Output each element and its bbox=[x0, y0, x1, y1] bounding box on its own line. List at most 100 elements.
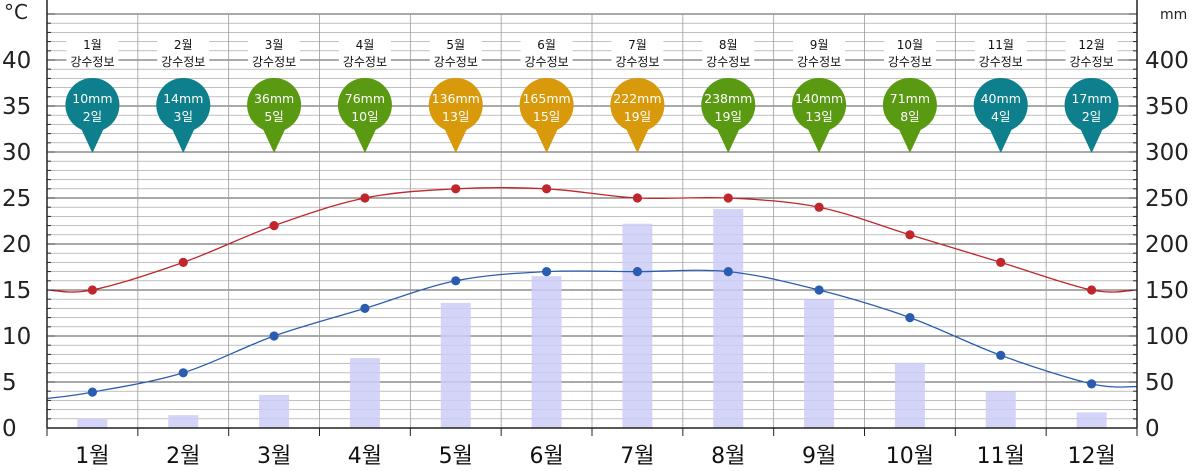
badge-month-label: 3월 bbox=[265, 38, 284, 52]
badge-title-label: 강수정보 bbox=[434, 55, 478, 69]
month-label: 2월 bbox=[166, 444, 200, 469]
max-temp-point bbox=[814, 202, 824, 212]
badge-circle bbox=[792, 78, 847, 132]
badge-days: 5일 bbox=[264, 109, 283, 124]
badge-month-label: 10월 bbox=[897, 38, 923, 52]
left-tick-label: 40 bbox=[2, 48, 31, 74]
badge-title-label: 강수정보 bbox=[252, 55, 296, 69]
month-label: 4월 bbox=[348, 444, 382, 469]
max-temp-point bbox=[996, 257, 1006, 267]
precip-bar bbox=[713, 209, 744, 428]
month-label: 11월 bbox=[977, 444, 1025, 469]
left-tick-label: 35 bbox=[2, 94, 31, 120]
left-tick-label: 5 bbox=[2, 370, 17, 396]
badge-amount: 40mm bbox=[981, 91, 1021, 106]
right-tick-label: 100 bbox=[1145, 324, 1189, 350]
left-tick-label: 15 bbox=[2, 278, 31, 304]
badge-month-label: 6월 bbox=[537, 38, 556, 52]
badge-amount: 71mm bbox=[890, 91, 930, 106]
left-axis-unit: °C bbox=[4, 0, 28, 24]
badge-header-bg bbox=[793, 36, 846, 68]
badge-pointer bbox=[624, 125, 651, 153]
min-temp-point bbox=[451, 276, 461, 286]
badge-title-label: 강수정보 bbox=[979, 55, 1023, 69]
badge-days: 13일 bbox=[805, 109, 832, 124]
precip-bar bbox=[77, 418, 108, 428]
badge-circle bbox=[882, 78, 937, 132]
badge-title-label: 강수정보 bbox=[524, 55, 568, 69]
badge-circle bbox=[519, 78, 574, 132]
badge-circle bbox=[337, 78, 392, 132]
badge-month-label: 12월 bbox=[1078, 38, 1104, 52]
badge-amount: 136mm bbox=[432, 91, 480, 106]
precip-bar bbox=[894, 362, 925, 428]
badge-circle bbox=[610, 78, 665, 132]
badge-pointer bbox=[442, 125, 469, 153]
axes bbox=[46, 0, 1138, 436]
right-tick-label: 150 bbox=[1145, 278, 1189, 304]
precip-bar bbox=[531, 276, 562, 428]
min-temp-point bbox=[1086, 379, 1097, 389]
min-temp-point bbox=[87, 387, 98, 397]
badge-title-label: 강수정보 bbox=[797, 55, 841, 69]
badge-days: 15일 bbox=[533, 109, 560, 124]
max-temp-point bbox=[87, 285, 98, 295]
min-temp-point bbox=[632, 267, 643, 277]
left-tick-label: 10 bbox=[2, 324, 31, 350]
badge-pointer bbox=[170, 125, 197, 153]
min-temp-point bbox=[541, 267, 552, 277]
right-tick-label: 300 bbox=[1145, 140, 1189, 166]
precip-bar bbox=[985, 391, 1016, 428]
badge-circle bbox=[156, 78, 211, 132]
min-temp-point bbox=[269, 331, 279, 341]
badge-days: 2일 bbox=[1082, 109, 1101, 124]
max-temp-point bbox=[269, 221, 279, 231]
month-label: 7월 bbox=[620, 444, 654, 469]
month-label: 8월 bbox=[711, 444, 745, 469]
badge-title-label: 강수정보 bbox=[706, 55, 750, 69]
badge-circle bbox=[247, 78, 302, 132]
month-label: 6월 bbox=[529, 444, 563, 469]
min-temp-line bbox=[46, 269, 1138, 400]
badge-amount: 165mm bbox=[522, 91, 570, 106]
badge-month-label: 4월 bbox=[356, 38, 375, 52]
right-tick-label: 400 bbox=[1145, 48, 1189, 74]
badge-pointer bbox=[715, 125, 742, 153]
right-tick-label: 50 bbox=[1145, 370, 1174, 396]
month-label: 5월 bbox=[439, 444, 473, 469]
badge-days: 8일 bbox=[900, 109, 919, 124]
max-temp-line bbox=[46, 187, 1138, 293]
precip-bar bbox=[440, 302, 471, 428]
badge-month-label: 11월 bbox=[988, 38, 1014, 52]
badge-amount: 17mm bbox=[1071, 91, 1111, 106]
max-temp-point bbox=[451, 184, 461, 194]
badge-circle bbox=[701, 78, 756, 132]
badge-pointer bbox=[1078, 125, 1105, 153]
left-tick-label: 20 bbox=[2, 232, 31, 258]
badge-month-label: 9월 bbox=[810, 38, 829, 52]
badge-title-label: 강수정보 bbox=[343, 55, 387, 69]
left-tick-label: 0 bbox=[2, 416, 17, 442]
min-temp-point bbox=[814, 285, 824, 295]
badge-title-label: 강수정보 bbox=[888, 55, 932, 69]
badge-month-label: 7월 bbox=[628, 38, 647, 52]
badge-title-label: 강수정보 bbox=[615, 55, 659, 69]
month-label: 10월 bbox=[886, 444, 934, 469]
badge-header-bg bbox=[611, 36, 664, 68]
badge-days: 19일 bbox=[624, 109, 651, 124]
badge-header-bg bbox=[338, 36, 391, 68]
right-tick-label: 0 bbox=[1145, 416, 1160, 442]
badge-pointer bbox=[351, 125, 378, 153]
min-temp-point bbox=[178, 368, 188, 378]
badge-month-label: 1월 bbox=[83, 38, 102, 52]
badge-month-label: 2월 bbox=[174, 38, 193, 52]
left-tick-label: 30 bbox=[2, 140, 31, 166]
max-temp-point bbox=[1086, 285, 1097, 295]
temperature-lines bbox=[46, 187, 1138, 400]
badge-days: 4일 bbox=[991, 109, 1010, 124]
max-temp-point bbox=[905, 230, 915, 240]
badge-pointer bbox=[806, 125, 833, 153]
badge-amount: 36mm bbox=[254, 91, 294, 106]
